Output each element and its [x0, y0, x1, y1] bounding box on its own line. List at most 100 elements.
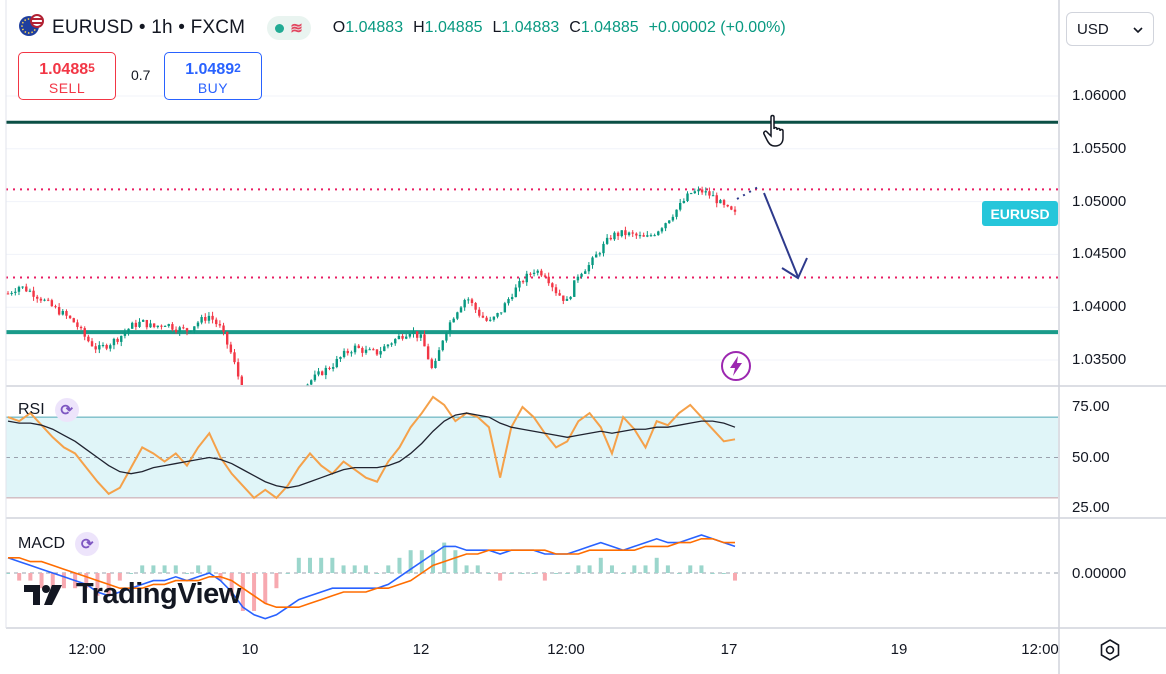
price-axis-label: 1.05500: [1072, 139, 1127, 157]
candle-body: [573, 280, 576, 297]
candle-body: [182, 327, 185, 329]
sell-button[interactable]: 1.04885 SELL: [18, 52, 116, 100]
candle-body: [733, 209, 737, 212]
candle-body: [39, 298, 43, 301]
candle-body: [218, 324, 222, 326]
candle-body: [456, 312, 459, 319]
price-tag-upper-resistance: 1.05751: [1083, 114, 1138, 132]
time-axis-label: 12:00: [68, 641, 106, 658]
candle-body: [547, 276, 550, 284]
candle-body: [624, 230, 627, 236]
candle-body: [510, 297, 514, 300]
macd-histogram-bar: [84, 573, 89, 589]
candle-body: [229, 344, 233, 353]
candle-body: [598, 253, 602, 255]
candle-body: [109, 345, 112, 349]
candle-body: [609, 237, 612, 240]
macd-histogram-bar: [665, 565, 670, 573]
candle-body: [452, 318, 455, 323]
candle-body: [463, 299, 466, 308]
market-open-icon: [275, 23, 285, 33]
candle-body: [152, 323, 156, 328]
rsi-legend[interactable]: RSI ⟳: [18, 398, 79, 422]
candle-body: [123, 332, 127, 336]
macd-histogram-bar: [397, 557, 402, 573]
candle-body: [25, 286, 28, 292]
macd-histogram-bar: [17, 573, 22, 581]
price-axis-label: 1.03500: [1072, 351, 1127, 368]
candle-body: [72, 318, 75, 323]
candle-body: [591, 257, 594, 266]
symbol-title[interactable]: EURUSD • 1h • FXCM: [52, 17, 246, 38]
buy-button[interactable]: 1.04892 BUY: [164, 52, 262, 100]
candle-body: [346, 350, 349, 354]
candle-body: [408, 333, 412, 337]
macd-histogram-bar: [565, 573, 570, 574]
rsi-ma-line: [7, 412, 736, 489]
candle-body: [631, 232, 634, 234]
candle-body: [167, 324, 170, 326]
macd-histogram-bar: [95, 573, 100, 596]
macd-histogram-bar: [710, 573, 715, 574]
ohlc-readout: O1.04883 H1.04885 L1.04883 C1.04885 +0.0…: [333, 19, 786, 37]
candle-body: [576, 276, 580, 281]
candle-body: [204, 317, 207, 321]
candle-body: [415, 331, 419, 338]
candle-body: [664, 223, 667, 229]
candle-body: [90, 341, 94, 347]
pane-separators: [5, 0, 1166, 674]
candle-body: [46, 299, 50, 301]
candle-body: [28, 290, 32, 292]
macd-signal-line: [8, 537, 735, 609]
candle-body: [160, 325, 163, 327]
currency-select[interactable]: USD: [1066, 12, 1154, 46]
macd-histogram-bar: [520, 573, 525, 574]
macd-legend[interactable]: MACD ⟳: [18, 532, 100, 556]
candle-body: [569, 296, 572, 299]
macd-histogram-bar: [554, 573, 559, 574]
candle-body: [189, 330, 192, 332]
macd-histogram-bar: [6, 573, 10, 574]
candle-body: [412, 331, 415, 334]
candle-body: [222, 325, 225, 332]
candle-body: [594, 254, 598, 258]
candle-body: [704, 191, 707, 193]
macd-histogram-bar: [363, 565, 368, 573]
candle-body: [554, 287, 558, 294]
candle-body: [529, 273, 532, 275]
tradingview-logo[interactable]: TradingView: [22, 578, 241, 611]
candle-body: [10, 292, 13, 294]
candle-body: [57, 307, 61, 315]
lightning-icon[interactable]: [720, 350, 752, 387]
candle-body: [605, 237, 609, 244]
candle-body: [342, 350, 346, 358]
settings-icon[interactable]: [1098, 638, 1122, 662]
macd-histogram-bar: [39, 573, 44, 589]
macd-histogram-bar: [464, 565, 469, 573]
macd-histogram-bar: [609, 565, 614, 573]
candle-body: [708, 191, 711, 196]
candle-body: [536, 270, 539, 273]
candle-body: [372, 349, 375, 351]
price-tag-support: 1.04281: [1083, 268, 1138, 286]
candle-body: [335, 358, 338, 368]
time-axis-label: 17: [720, 641, 738, 658]
macd-histogram-bar: [531, 573, 536, 574]
hand-cursor-icon: [763, 114, 789, 153]
candle-body: [470, 299, 474, 304]
candle-body: [657, 231, 660, 236]
candle-body: [481, 315, 485, 318]
candle-body: [697, 189, 700, 192]
candle-body: [642, 235, 645, 237]
rsi-band: [6, 417, 1058, 498]
rsi-pane: [6, 395, 1058, 500]
candle-body: [485, 317, 488, 321]
candle-body: [76, 322, 79, 327]
candle-body: [178, 327, 181, 333]
refresh-icon[interactable]: ⟳: [75, 532, 100, 556]
market-status-pill[interactable]: ≋: [267, 16, 311, 40]
candle-body: [185, 328, 189, 332]
candle-body: [551, 283, 554, 288]
refresh-icon[interactable]: ⟳: [54, 398, 79, 422]
